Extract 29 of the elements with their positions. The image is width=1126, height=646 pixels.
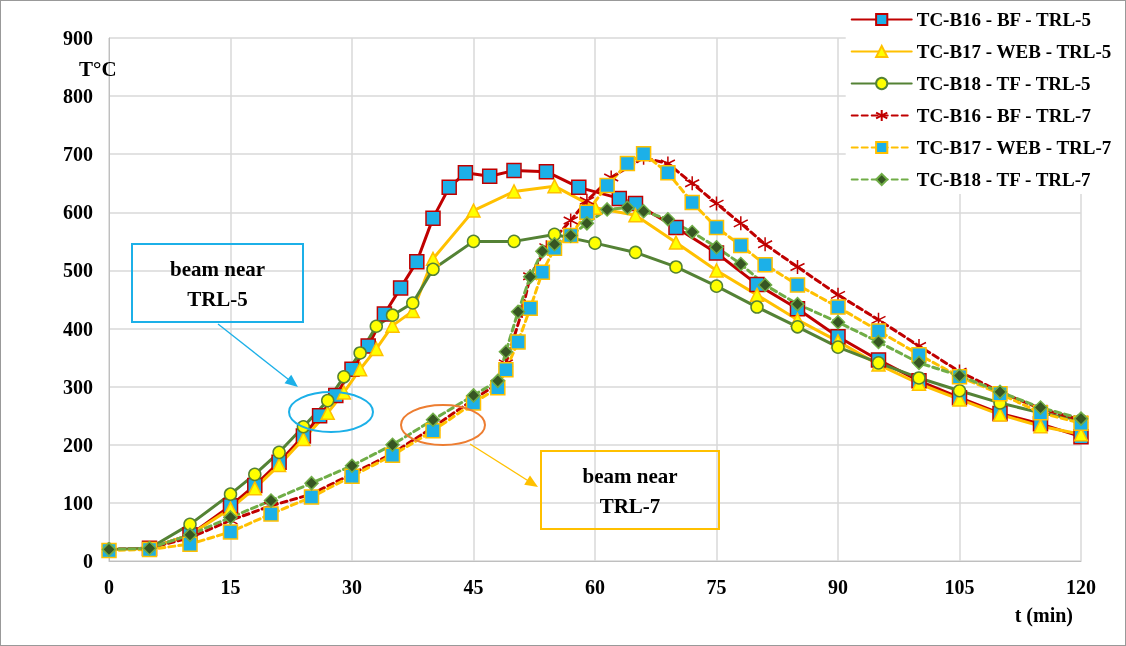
y-tick-label: 800 <box>63 85 93 108</box>
x-tick-label: 15 <box>220 576 241 598</box>
y-tick-label: 700 <box>63 143 93 166</box>
y-tick-label: 900 <box>63 27 93 49</box>
x-tick-label: 45 <box>463 576 484 598</box>
x-tick-label: 0 <box>104 576 114 598</box>
y-tick-label: 400 <box>63 317 93 340</box>
x-tick-label: 105 <box>944 576 975 598</box>
y-tick-label: 0 <box>83 550 93 572</box>
legend-label: TC-B18 - TF - TRL-5 <box>916 73 1091 94</box>
x-tick-label: 60 <box>585 576 605 598</box>
y-tick-label: 600 <box>63 201 93 224</box>
y-axis-title: T°C <box>79 56 117 81</box>
x-axis-title: t (min) <box>1014 604 1074 627</box>
legend-label: TC-B16 - BF - TRL-7 <box>916 105 1092 126</box>
x-tick-label: 75 <box>706 576 727 598</box>
legend-label: TC-B18 - TF - TRL-7 <box>916 169 1092 190</box>
legend-label: TC-B16 - BF - TRL-5 <box>916 9 1091 30</box>
y-tick-label: 200 <box>63 433 93 456</box>
legend-label: TC-B17 - WEB - TRL-5 <box>916 41 1112 62</box>
x-tick-label: 120 <box>1066 576 1096 598</box>
y-tick-label: 300 <box>63 375 93 398</box>
y-tick-label: 500 <box>63 259 93 282</box>
annotation: beam near TRL-5 <box>169 257 266 311</box>
legend-label: TC-B17 - WEB - TRL-7 <box>916 137 1112 158</box>
x-tick-label: 90 <box>828 576 848 598</box>
annotation: beam near TRL-7 <box>582 464 678 518</box>
y-tick-label: 100 <box>63 491 93 514</box>
x-tick-label: 30 <box>342 576 362 598</box>
